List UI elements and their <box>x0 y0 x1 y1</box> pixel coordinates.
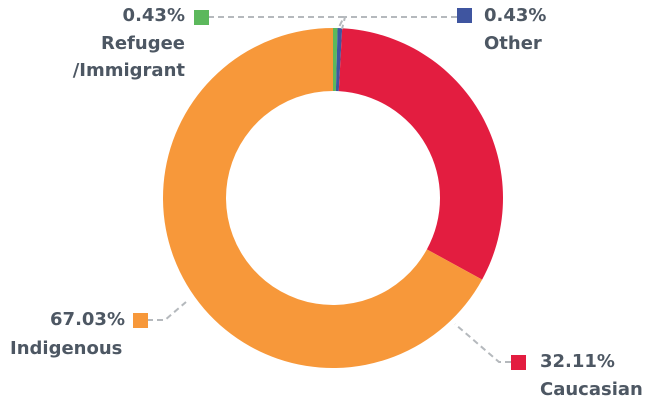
slice <box>338 28 504 280</box>
value-label: 0.43% <box>484 5 547 26</box>
slice <box>163 28 483 368</box>
legend-swatch <box>194 10 209 25</box>
leader-line <box>147 301 187 321</box>
leader-line <box>208 16 346 30</box>
legend-swatch <box>457 8 472 23</box>
leader-line <box>454 323 511 363</box>
leader-line <box>341 16 457 30</box>
slice <box>335 28 343 92</box>
slice <box>333 28 338 92</box>
value-label: 32.11% <box>540 351 615 372</box>
value-label: 0.43% <box>122 5 185 26</box>
value-label: 67.03% <box>50 309 125 330</box>
legend-swatch <box>511 355 526 370</box>
slice-label: Refugee /Immigrant <box>72 33 185 81</box>
legend-swatch <box>133 313 148 328</box>
slice-label: Indigenous <box>10 338 123 359</box>
slice-label: Caucasian <box>540 379 643 400</box>
slice-label: Other <box>484 33 542 54</box>
